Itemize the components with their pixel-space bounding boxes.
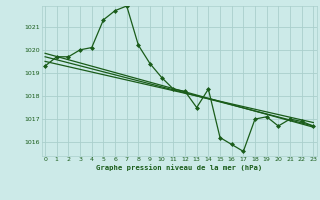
X-axis label: Graphe pression niveau de la mer (hPa): Graphe pression niveau de la mer (hPa) xyxy=(96,164,262,171)
